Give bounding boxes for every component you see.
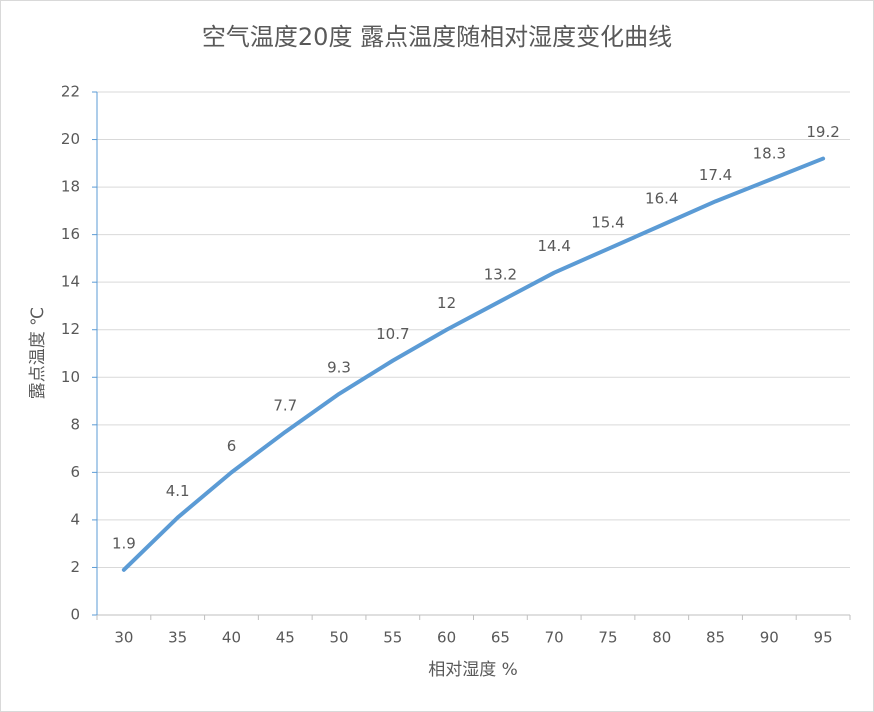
y-tick-label: 22: [61, 83, 80, 101]
data-label: 12: [437, 294, 456, 312]
y-tick-label: 0: [70, 606, 80, 624]
x-tick-label: 35: [168, 629, 187, 647]
y-tick-label: 14: [61, 273, 80, 291]
data-label: 7.7: [273, 396, 297, 414]
chart-title: 空气温度20度 露点温度随相对湿度变化曲线: [202, 23, 672, 51]
data-label: 6: [227, 437, 237, 455]
y-tick-label: 12: [61, 320, 80, 338]
y-tick-label: 20: [61, 130, 80, 148]
data-line: [121, 156, 826, 572]
x-tick-label: 65: [491, 629, 510, 647]
x-tick-label: 60: [437, 629, 456, 647]
y-tick-label: 2: [70, 558, 80, 576]
x-tick-label: 45: [276, 629, 295, 647]
y-tick-label: 10: [61, 368, 80, 386]
y-tick-label: 16: [61, 225, 80, 243]
x-tick-label: 70: [545, 629, 564, 647]
x-tick-label: 85: [706, 629, 725, 647]
data-label: 4.1: [166, 482, 190, 500]
y-tick-label: 8: [70, 415, 80, 433]
y-tick-label: 6: [70, 463, 80, 481]
data-label: 14.4: [537, 237, 570, 255]
x-tick-label: 80: [652, 629, 671, 647]
data-label: 1.9: [112, 534, 136, 552]
y-tick-label: 4: [70, 510, 80, 528]
y-tick-label: 18: [61, 178, 80, 196]
y-axis-label: 露点温度 ℃: [28, 307, 48, 400]
x-tick-label: 95: [814, 629, 833, 647]
x-tick-label: 30: [114, 629, 133, 647]
x-tick-label: 50: [329, 629, 348, 647]
data-label: 17.4: [699, 166, 732, 184]
x-axis-label: 相对湿度 %: [428, 660, 518, 680]
data-label: 19.2: [806, 123, 839, 141]
data-label: 9.3: [327, 358, 351, 376]
x-tick-label: 40: [222, 629, 241, 647]
data-label: 18.3: [753, 144, 786, 162]
x-tick-label: 90: [760, 629, 779, 647]
data-label: 16.4: [645, 190, 678, 208]
x-tick-label: 75: [598, 629, 617, 647]
x-tick-label: 55: [383, 629, 402, 647]
data-label: 13.2: [484, 266, 517, 284]
data-label: 10.7: [376, 325, 409, 343]
data-label: 15.4: [591, 213, 624, 231]
